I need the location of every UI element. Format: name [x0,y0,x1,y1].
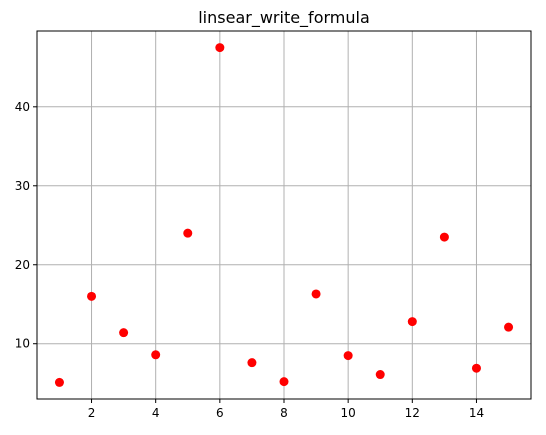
y-tick-label: 20 [15,258,30,272]
data-point [54,377,64,387]
x-tick-label: 14 [469,406,484,420]
data-point [407,317,417,327]
x-tick-label: 8 [280,406,288,420]
x-tick-label: 10 [341,406,356,420]
data-point [215,43,225,53]
data-point [311,289,321,299]
data-point [279,377,289,387]
y-axis: 10 20 30 40 [15,100,37,351]
data-point [343,351,353,361]
data-point [151,350,161,360]
x-tick-label: 12 [405,406,420,420]
data-point [375,370,385,380]
x-axis: 2 4 6 8 10 12 14 [88,399,484,420]
data-point [471,363,481,373]
data-point [247,358,257,368]
data-point [119,328,129,338]
data-points [54,43,514,387]
y-tick-label: 10 [15,337,30,351]
chart-title: linsear_write_formula [198,8,370,28]
x-tick-label: 2 [88,406,96,420]
x-tick-label: 4 [152,406,160,420]
data-point [183,228,193,238]
data-point [504,322,514,332]
data-point [439,232,449,242]
y-tick-label: 30 [15,179,30,193]
y-tick-label: 40 [15,100,30,114]
grid-lines [37,31,531,399]
data-point [87,291,97,301]
x-tick-label: 6 [216,406,224,420]
